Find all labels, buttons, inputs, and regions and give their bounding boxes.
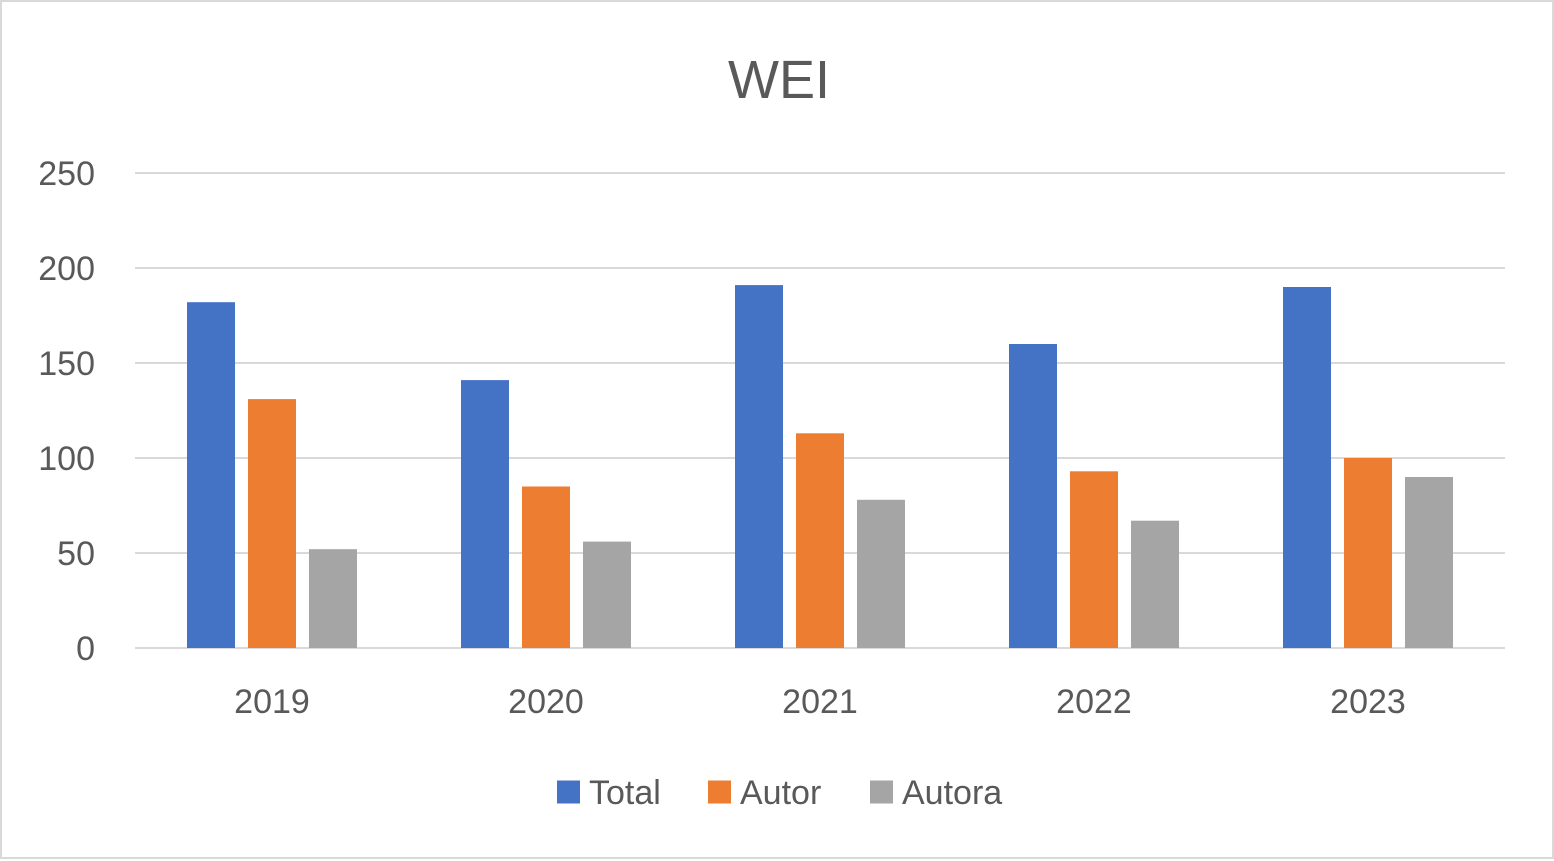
bar-autora-2023 <box>1405 477 1453 648</box>
y-tick-label: 0 <box>76 630 95 668</box>
bar-autor-2020 <box>522 486 570 648</box>
legend-swatch-autor <box>708 780 731 804</box>
bar-autora-2021 <box>857 499 905 648</box>
x-tick-label: 2019 <box>234 683 310 721</box>
bar-autora-2022 <box>1131 520 1179 648</box>
bars <box>187 285 1453 648</box>
bar-autora-2019 <box>309 549 357 648</box>
bar-autor-2022 <box>1070 471 1118 648</box>
y-tick-label: 150 <box>38 345 95 383</box>
legend-label-autor: Autor <box>740 774 821 812</box>
bar-total-2019 <box>187 302 235 648</box>
legend-swatch-total <box>557 780 580 804</box>
legend-swatch-autora <box>870 780 893 804</box>
y-tick-label: 100 <box>38 440 95 478</box>
bar-autor-2021 <box>796 433 844 648</box>
chart-title: WEI <box>728 50 830 110</box>
bar-autora-2020 <box>583 541 631 648</box>
bar-total-2023 <box>1283 287 1331 648</box>
bar-total-2022 <box>1009 344 1057 648</box>
x-axis-ticks: 2019 2020 2021 2022 2023 <box>234 683 1406 721</box>
y-tick-label: 200 <box>38 250 95 288</box>
x-tick-label: 2022 <box>1056 683 1132 721</box>
legend: Total Autor Autora <box>557 774 1002 812</box>
y-tick-label: 50 <box>57 535 95 573</box>
x-tick-label: 2023 <box>1330 683 1406 721</box>
bar-autor-2019 <box>248 399 296 648</box>
y-tick-label: 250 <box>38 155 95 193</box>
bar-total-2020 <box>461 380 509 648</box>
x-tick-label: 2021 <box>782 683 858 721</box>
legend-label-total: Total <box>589 774 661 812</box>
x-tick-label: 2020 <box>508 683 584 721</box>
y-axis-ticks: 0 50 100 150 200 250 <box>38 155 95 668</box>
legend-label-autora: Autora <box>902 774 1002 812</box>
bar-total-2021 <box>735 285 783 648</box>
bar-autor-2023 <box>1344 458 1392 648</box>
